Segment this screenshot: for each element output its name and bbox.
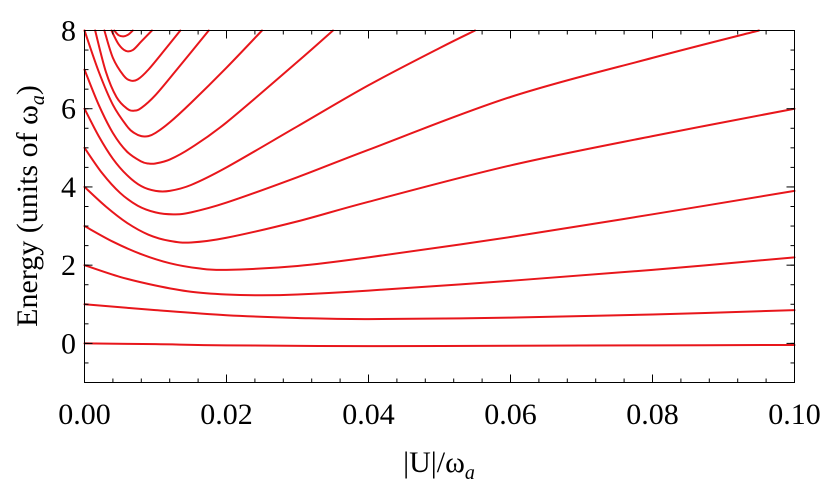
x-tick-label: 0.06 xyxy=(484,398,537,431)
series-line-1 xyxy=(83,303,796,321)
series-line-10 xyxy=(103,29,182,82)
x-tick-label: 0.10 xyxy=(768,398,821,431)
series-line-2 xyxy=(83,256,796,297)
x-tick-label: 0.08 xyxy=(626,398,679,431)
y-tick-label: 6 xyxy=(61,93,76,126)
series-line-5 xyxy=(83,29,760,216)
y-axis-label-main: Energy (units of ω xyxy=(11,105,44,327)
series-line-7 xyxy=(83,29,334,165)
x-tick-label: 0.02 xyxy=(200,398,253,431)
series-line-12 xyxy=(113,29,134,38)
ticks-group: 0.00 0.02 0.04 0.06 0.08 0.10 0 2 4 6 8 xyxy=(58,15,821,432)
y-axis-label: Energy (units of ωa) xyxy=(11,85,49,327)
x-axis-label: |U|/ωa xyxy=(403,446,475,484)
y-tick-label: 8 xyxy=(61,15,76,48)
y-axis-label-close: ) xyxy=(11,85,44,95)
y-axis-label-sub: a xyxy=(27,95,49,105)
series-line-11 xyxy=(110,29,153,53)
x-axis-label-main: |U|/ω xyxy=(403,446,465,479)
series-line-0 xyxy=(83,342,796,348)
x-tick-label: 0.04 xyxy=(342,398,395,431)
plot-frame xyxy=(84,30,795,383)
y-tick-label: 2 xyxy=(61,249,76,282)
series-line-8 xyxy=(83,29,263,138)
x-axis-label-sub: a xyxy=(465,462,475,484)
curves-group xyxy=(83,29,796,348)
y-tick-label: 4 xyxy=(61,171,76,204)
series-line-4 xyxy=(83,107,796,244)
series-line-3 xyxy=(83,189,796,271)
x-tick-label: 0.00 xyxy=(58,398,111,431)
series-line-6 xyxy=(83,29,476,193)
series-line-9 xyxy=(94,29,210,112)
y-tick-label: 0 xyxy=(61,327,76,360)
